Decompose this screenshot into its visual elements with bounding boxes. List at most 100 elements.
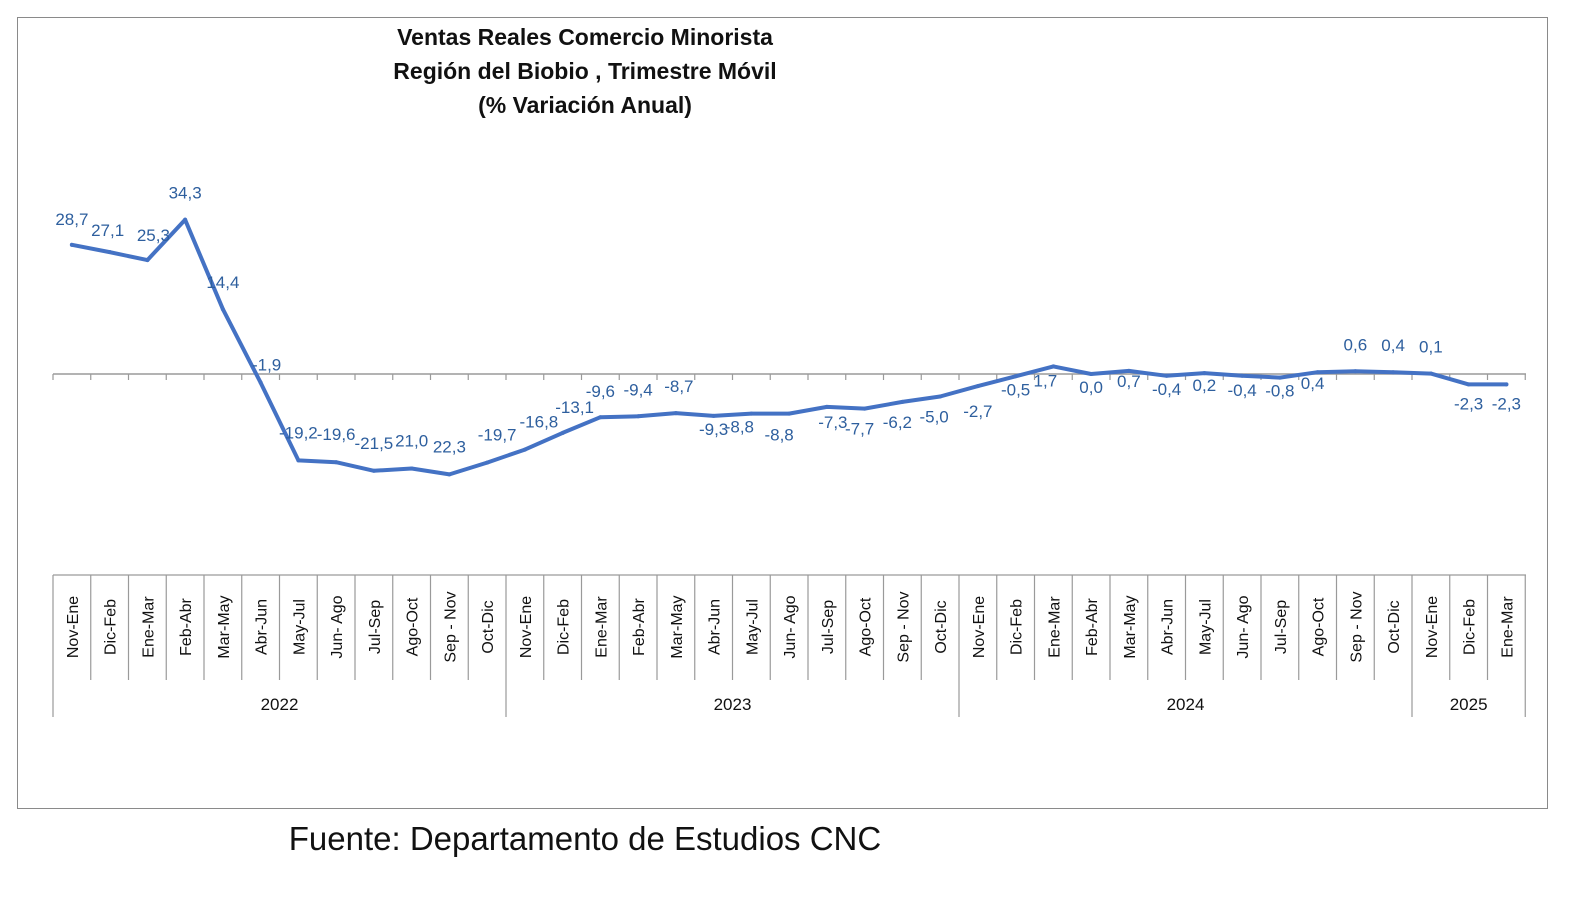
category-tick-label: Feb-Abr: [631, 597, 648, 655]
category-tick-label: Abr-Jun: [254, 599, 271, 655]
data-label: -9,6: [586, 382, 615, 401]
year-label: 2023: [714, 695, 752, 714]
data-point: [1391, 370, 1396, 375]
data-point: [711, 413, 716, 418]
data-point: [409, 466, 414, 471]
category-tick-label: Nov-Ene: [971, 596, 988, 658]
data-point: [1089, 372, 1094, 376]
category-tick-label: Nov-Ene: [1424, 596, 1441, 658]
data-point: [69, 242, 74, 247]
data-label: -8,8: [725, 418, 754, 437]
data-point: [1353, 369, 1358, 374]
category-tick-label: May-Jul: [744, 599, 761, 655]
data-label: 0,6: [1344, 335, 1368, 354]
data-point: [1164, 373, 1169, 378]
data-label: -21,5: [355, 434, 394, 453]
category-tick-label: Oct-Dic: [1386, 600, 1403, 653]
category-tick-label: Ago-Oct: [1311, 597, 1328, 656]
data-point: [145, 258, 150, 263]
data-point: [975, 384, 980, 389]
category-tick-label: Jun- Ago: [329, 595, 346, 658]
category-tick-label: Ene-Mar: [1046, 596, 1063, 658]
data-label: -9,3: [699, 420, 728, 439]
category-tick-label: Abr-Jun: [1160, 599, 1177, 655]
data-point: [560, 430, 565, 435]
data-label: -6,2: [883, 413, 912, 432]
category-tick-label: May-Jul: [291, 599, 308, 655]
data-label: -19,7: [478, 426, 517, 445]
category-tick-label: Dic-Feb: [556, 599, 573, 655]
year-label: 2025: [1450, 695, 1488, 714]
year-label: 2024: [1167, 695, 1205, 714]
data-label: -0,5: [1001, 380, 1030, 399]
data-point: [1202, 371, 1207, 376]
category-tick-label: Mar-May: [669, 595, 686, 658]
data-point: [636, 414, 641, 419]
category-tick-label: Dic-Feb: [103, 599, 120, 655]
data-label: 0,4: [1301, 374, 1325, 393]
year-label: 2022: [261, 695, 299, 714]
data-label: -8,7: [664, 377, 693, 396]
data-label: 14,4: [206, 273, 239, 292]
data-label: -16,8: [520, 413, 559, 432]
data-label: -0,4: [1227, 381, 1256, 400]
category-tick-label: Ago-Oct: [858, 597, 875, 656]
category-tick-label: Abr-Jun: [707, 599, 724, 655]
data-point: [334, 460, 339, 465]
data-point: [296, 458, 301, 463]
data-label: 0,0: [1079, 378, 1103, 397]
data-point: [258, 380, 263, 385]
data-point: [371, 468, 376, 473]
data-point: [787, 411, 792, 416]
category-tick-label: Ene-Mar: [140, 596, 157, 658]
data-label: 0,1: [1419, 338, 1443, 357]
data-point: [824, 404, 829, 409]
data-label: 27,1: [91, 221, 124, 240]
data-point: [938, 394, 943, 399]
category-tick-label: Nov-Ene: [518, 596, 535, 658]
category-tick-label: Jul-Sep: [820, 600, 837, 654]
data-label: 28,7: [55, 210, 88, 229]
source-note: Fuente: Departamento de Estudios CNC: [288, 820, 882, 857]
category-tick-label: Jul-Sep: [1273, 600, 1290, 654]
category-tick-label: Jun- Ago: [782, 595, 799, 658]
data-point: [107, 250, 112, 255]
data-label: -19,6: [317, 425, 356, 444]
data-label: 0,7: [1117, 372, 1141, 391]
data-point: [862, 406, 867, 411]
data-point: [1428, 371, 1433, 376]
data-point: [673, 411, 678, 416]
category-tick-label: Nov-Ene: [65, 596, 82, 658]
data-label: -13,1: [555, 398, 594, 417]
data-label: 34,3: [169, 184, 202, 203]
category-tick-label: May-Jul: [1197, 599, 1214, 655]
category-tick-label: Dic-Feb: [1009, 599, 1026, 655]
data-point: [1504, 382, 1509, 387]
category-tick-label: Oct-Dic: [480, 600, 497, 653]
category-tick-label: Ene-Mar: [1499, 596, 1516, 658]
category-tick-label: Sep - Nov: [442, 591, 459, 662]
category-tick-label: Sep - Nov: [1348, 591, 1365, 662]
chart-title: Ventas Reales Comercio Minorista Región …: [393, 24, 777, 118]
data-point: [183, 217, 188, 222]
data-point: [485, 460, 490, 465]
category-tick-label: Mar-May: [1122, 595, 1139, 658]
data-label: 0,4: [1381, 336, 1405, 355]
data-point: [1126, 368, 1131, 373]
data-point: [749, 411, 754, 416]
data-label: -7,3: [818, 413, 847, 432]
category-tick-label: Sep - Nov: [895, 591, 912, 662]
data-point: [522, 447, 527, 452]
category-tick-label: Feb-Abr: [1084, 597, 1101, 655]
data-point: [220, 307, 225, 312]
data-label: -8,8: [764, 426, 793, 445]
data-point: [1466, 382, 1471, 387]
data-label: -2,3: [1454, 394, 1483, 413]
data-point: [1240, 373, 1245, 378]
category-tick-label: Oct-Dic: [933, 600, 950, 653]
category-tick-label: Ago-Oct: [405, 597, 422, 656]
category-tick-label: Dic-Feb: [1462, 599, 1479, 655]
category-tick-label: Feb-Abr: [178, 597, 195, 655]
data-point: [1013, 374, 1018, 379]
